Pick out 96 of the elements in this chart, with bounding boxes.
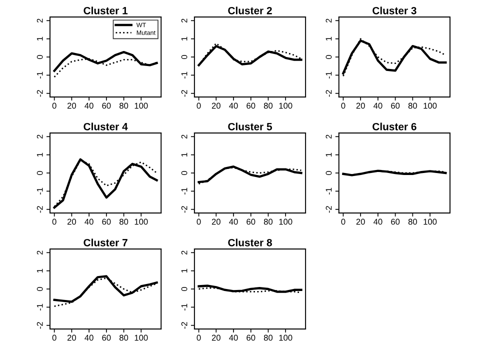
y-tick-label: -2 bbox=[36, 90, 43, 97]
x-tick-label: 0 bbox=[196, 218, 201, 225]
y-tick-label: 0 bbox=[326, 55, 332, 59]
y-tick-label: 2 bbox=[181, 18, 188, 23]
y-tick-label: 0 bbox=[36, 55, 43, 59]
chart-title: Cluster 4 bbox=[84, 122, 128, 130]
y-tick-label: 0 bbox=[36, 171, 43, 175]
x-tick-label: 80 bbox=[120, 218, 128, 225]
y-tick-label: -1 bbox=[36, 72, 43, 79]
x-tick-label: 100 bbox=[134, 102, 148, 109]
x-tick-label: 0 bbox=[196, 102, 201, 109]
x-tick-label: 80 bbox=[120, 334, 128, 341]
y-tick-label: 1 bbox=[36, 152, 43, 156]
x-tick-label: 60 bbox=[246, 102, 256, 109]
x-tick-label: 80 bbox=[408, 102, 417, 109]
y-tick-label: 1 bbox=[36, 36, 43, 40]
chart-title: Cluster 5 bbox=[228, 122, 272, 130]
y-tick-label: -2 bbox=[36, 322, 43, 329]
x-tick-label: 80 bbox=[408, 218, 417, 225]
x-tick-label: 0 bbox=[341, 218, 346, 225]
y-tick-label: 2 bbox=[181, 250, 188, 255]
x-tick-label: 40 bbox=[374, 102, 382, 109]
x-tick-label: 0 bbox=[52, 218, 56, 225]
x-tick-label: 20 bbox=[212, 218, 220, 225]
y-tick-label: -2 bbox=[181, 322, 188, 329]
x-tick-label: 60 bbox=[102, 334, 111, 341]
y-tick-label: -2 bbox=[326, 206, 332, 213]
y-tick-label: -1 bbox=[36, 304, 43, 311]
y-tick-label: 1 bbox=[36, 268, 43, 272]
y-tick-label: -1 bbox=[36, 188, 43, 195]
x-tick-label: 0 bbox=[52, 102, 56, 109]
x-tick-label: 20 bbox=[67, 102, 76, 109]
y-tick-label: 0 bbox=[181, 171, 188, 175]
x-tick-label: 40 bbox=[229, 218, 238, 225]
x-tick-label: 80 bbox=[264, 218, 273, 225]
x-tick-label: 100 bbox=[134, 218, 148, 225]
x-tick-label: 100 bbox=[279, 218, 292, 225]
x-tick-label: 0 bbox=[52, 334, 56, 341]
y-tick-label: -1 bbox=[326, 72, 332, 79]
y-tick-label: -1 bbox=[181, 188, 188, 195]
x-tick-label: 20 bbox=[67, 218, 76, 225]
x-tick-label: 60 bbox=[246, 334, 256, 341]
y-tick-label: 2 bbox=[326, 18, 332, 23]
y-tick-label: 2 bbox=[36, 18, 43, 23]
x-tick-label: 60 bbox=[391, 102, 400, 109]
x-tick-label: 20 bbox=[212, 102, 220, 109]
x-tick-label: 100 bbox=[134, 334, 148, 341]
y-tick-label: -2 bbox=[181, 206, 188, 213]
x-tick-label: 60 bbox=[391, 218, 400, 225]
x-tick-label: 40 bbox=[229, 102, 238, 109]
x-tick-label: 100 bbox=[424, 218, 437, 225]
y-tick-label: 0 bbox=[36, 287, 43, 291]
x-tick-label: 40 bbox=[84, 218, 94, 225]
chart-title: Cluster 1 bbox=[84, 6, 128, 14]
x-tick-label: 40 bbox=[84, 102, 94, 109]
x-tick-label: 20 bbox=[67, 334, 76, 341]
y-tick-label: -1 bbox=[181, 304, 188, 311]
y-tick-label: 1 bbox=[326, 152, 332, 156]
y-tick-label: 2 bbox=[36, 250, 43, 255]
y-tick-label: 1 bbox=[181, 268, 188, 272]
x-tick-label: 40 bbox=[374, 218, 382, 225]
x-tick-label: 0 bbox=[196, 334, 201, 341]
y-tick-label: 0 bbox=[181, 287, 188, 291]
x-tick-label: 60 bbox=[102, 102, 111, 109]
y-tick-label: 2 bbox=[36, 134, 43, 139]
x-tick-label: 100 bbox=[279, 102, 292, 109]
x-tick-label: 0 bbox=[341, 102, 346, 109]
y-tick-label: 1 bbox=[326, 36, 332, 40]
y-tick-label: 1 bbox=[181, 36, 188, 40]
chart-title: Cluster 6 bbox=[372, 122, 416, 130]
y-tick-label: -2 bbox=[326, 90, 332, 97]
x-tick-label: 100 bbox=[279, 334, 292, 341]
x-tick-label: 80 bbox=[264, 102, 273, 109]
x-tick-label: 40 bbox=[84, 334, 94, 341]
chart-title: Cluster 8 bbox=[228, 238, 272, 246]
y-tick-label: -1 bbox=[181, 72, 188, 79]
x-tick-label: 40 bbox=[229, 334, 238, 341]
x-tick-label: 20 bbox=[356, 218, 365, 225]
y-tick-label: 0 bbox=[326, 171, 332, 175]
x-tick-label: 60 bbox=[102, 218, 111, 225]
y-tick-label: 1 bbox=[181, 152, 188, 156]
x-tick-label: 80 bbox=[120, 102, 128, 109]
y-tick-label: -1 bbox=[326, 188, 332, 195]
chart-title: Cluster 7 bbox=[84, 238, 128, 246]
y-tick-label: 2 bbox=[181, 134, 188, 139]
y-tick-label: -2 bbox=[36, 206, 43, 213]
y-tick-label: 0 bbox=[181, 55, 188, 59]
y-tick-label: 2 bbox=[326, 134, 332, 139]
chart-title: Cluster 3 bbox=[372, 6, 416, 14]
x-tick-label: 20 bbox=[212, 334, 220, 341]
x-tick-label: 60 bbox=[246, 218, 256, 225]
chart-title: Cluster 2 bbox=[228, 6, 272, 14]
x-tick-label: 80 bbox=[264, 334, 273, 341]
x-tick-label: 100 bbox=[424, 102, 437, 109]
x-tick-label: 20 bbox=[356, 102, 365, 109]
y-tick-label: -2 bbox=[181, 90, 188, 97]
